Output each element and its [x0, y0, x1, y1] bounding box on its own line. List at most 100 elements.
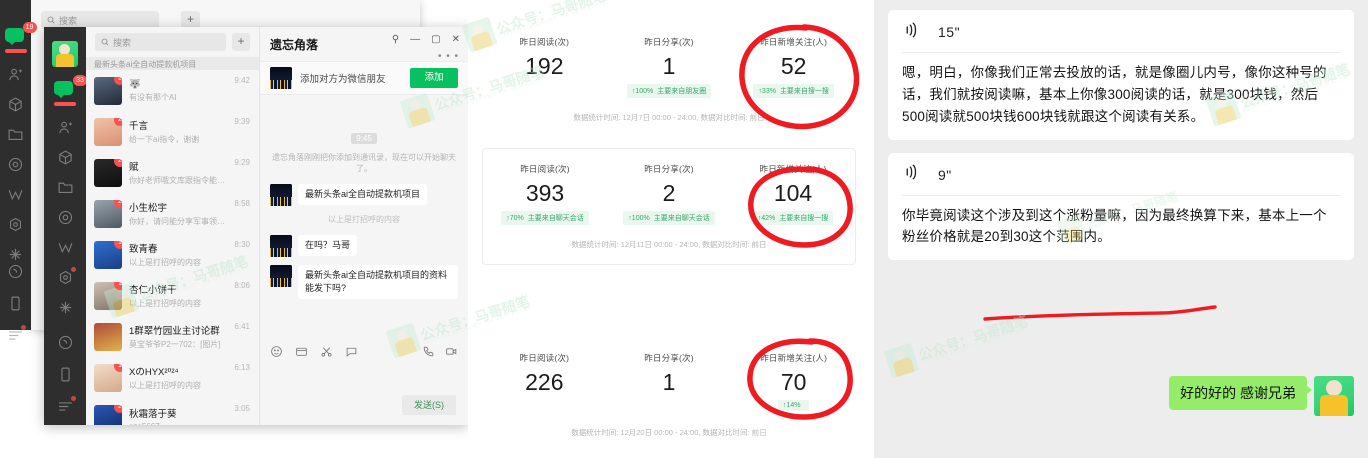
sidebar-item-phone[interactable] [57, 366, 74, 383]
sender-avatar[interactable] [270, 235, 292, 257]
voice-message-card[interactable]: 15" 嗯，明白，你像我们正常去投放的话，就是像圈儿内号，像你这种号的话，我们就… [888, 10, 1354, 140]
outgoing-message-bubble: 好的好的 感谢兄弟 [1169, 376, 1312, 410]
sparkle-icon[interactable] [7, 246, 24, 263]
chat-rows[interactable]: 最新头条ai全自动提款机项目 2 🐺 有没有那个AI 9:42 2 千言 给一下ai指令，谢谢… [86, 57, 259, 425]
stat-label: 昨日分享(次) [644, 37, 694, 47]
mini-programs-icon[interactable] [7, 216, 24, 233]
conversation-more-icon[interactable]: • • • [437, 51, 459, 62]
minimize-icon[interactable]: — [410, 34, 421, 45]
files-icon[interactable] [7, 126, 24, 143]
sidebar-item-more[interactable] [57, 396, 76, 415]
composer-toolbar[interactable] [260, 339, 468, 363]
stat-metric: 昨日分享(次) 1 ↑100% 主要来自朋友圈 [607, 36, 732, 99]
chat-list-item-text: 千言 给一下ai指令，谢谢 [129, 118, 227, 145]
background-nav-rail[interactable]: 19 [0, 0, 37, 340]
search-placeholder: 搜索 [113, 37, 132, 48]
stat-metric: 昨日新增关注(人) 104 ↑42% 主要来自搜一搜 [731, 163, 855, 226]
add-friend-button[interactable]: 添加 [410, 68, 458, 88]
speaker-icon[interactable] [902, 21, 920, 44]
avatar[interactable]: 2 [94, 199, 122, 228]
chat-list-item[interactable]: 2 赋你好老师哦文库跟指令能给… 9:29 [86, 152, 259, 193]
avatar[interactable]: 1 [94, 363, 122, 392]
chat-list-item-preview: aze5667 [129, 422, 227, 425]
stat-value: 192 [525, 53, 564, 79]
chat-list-item[interactable]: 2 秋霜落于葵 aze5667 3:05 [86, 398, 259, 425]
chats-icon[interactable]: 19 [4, 22, 37, 53]
screenshot-scissors-icon[interactable] [320, 345, 333, 358]
channels-icon[interactable] [7, 186, 24, 203]
wechat-main-window[interactable]: 33 [44, 27, 468, 425]
chat-history-icon[interactable] [345, 345, 358, 358]
chat-list-item[interactable]: 2 🐺 有没有那个AI 9:42 [86, 70, 259, 111]
more-menu-icon[interactable] [7, 325, 26, 344]
search-input[interactable]: 搜索 [95, 33, 226, 51]
sender-avatar[interactable] [270, 184, 292, 206]
chat-list-item[interactable]: 1 XのHYX²⁰²⁴ 以上是打招呼的内容 6:13 [86, 357, 259, 398]
sidebar-item-files[interactable] [57, 179, 74, 196]
pin-icon[interactable]: ⚲ [391, 34, 400, 45]
conversation-header: 遗忘角落 ⚲ — ▢ ✕ • • • [260, 27, 468, 63]
favorites-box-icon[interactable] [7, 96, 24, 113]
add-button[interactable]: + [232, 33, 250, 51]
avatar[interactable]: 1 [94, 281, 122, 310]
chat-list-item[interactable]: 1群翠竹园业主讨论群 莫宝爷爷P2一702：[图片] 6:41 [86, 316, 259, 357]
speaker-icon[interactable] [902, 163, 920, 186]
avatar[interactable]: 2 [94, 158, 122, 187]
emoji-icon[interactable] [270, 345, 283, 358]
background-add-button[interactable]: + [181, 11, 200, 29]
avatar[interactable]: 2 [94, 117, 122, 146]
voice-message-card[interactable]: 9" 你毕竟阅读这个涉及到这个涨粉量嘛，因为最终换算下来，基本上一个粉丝价格就是… [888, 152, 1354, 261]
close-icon[interactable]: ✕ [451, 34, 460, 45]
sidebar-item-mini-programs[interactable] [57, 267, 76, 286]
chat-list-item-name: 1群翠竹园业主讨论群 [129, 326, 220, 337]
chat-list-pane: 搜索 + 最新头条ai全自动提款机项目 2 🐺 有没有那个AI 9:42 2 千言 给一下ai… [86, 27, 260, 425]
avatar[interactable] [1314, 376, 1354, 416]
chat-list-item[interactable]: 2 小生松宇 你好，请问能分享军事领域… 8:58 [86, 193, 259, 234]
voice-call-icon[interactable] [422, 345, 435, 358]
chat-list-item[interactable]: 2 千言 给一下ai指令，谢谢 9:39 [86, 111, 259, 152]
collections-icon[interactable] [7, 263, 24, 280]
background-search-input[interactable]: 搜索 [41, 11, 159, 29]
message-bubble: 最新头条ai全自动提款机项目的资料能发下吗? [298, 265, 458, 300]
nav-rail[interactable]: 33 [44, 27, 87, 425]
sidebar-item-favorites[interactable] [57, 149, 74, 166]
stat-trend-tag: ↑33% 主要来自搜一搜 [753, 84, 834, 99]
stat-label: 昨日分享(次) [644, 353, 694, 363]
stat-trend-source: 主要来自朋友圈 [657, 88, 707, 96]
sender-avatar[interactable] [270, 265, 292, 287]
avatar[interactable]: 2 [94, 404, 122, 425]
message-timestamp: 9:45 [351, 133, 377, 144]
contacts-icon[interactable] [7, 66, 24, 83]
stat-label: 昨日新增关注(人) [760, 37, 828, 47]
message-list: 9:45 遗忘角落刚刚把你添加到通讯录，现在可以开始聊天了。 最新头条ai全自动… [260, 133, 468, 329]
file-icon[interactable] [295, 345, 308, 358]
user-avatar[interactable] [52, 41, 78, 67]
sidebar-item-chats[interactable]: 33 [54, 75, 87, 106]
unread-badge: 1 [114, 363, 122, 372]
maximize-icon[interactable]: ▢ [431, 34, 441, 45]
chat-list-item-name: 赋 [129, 162, 139, 173]
phone-icon[interactable] [7, 295, 24, 312]
sidebar-item-sparkle[interactable] [57, 299, 74, 316]
sidebar-item-channels[interactable] [57, 239, 74, 256]
send-button[interactable]: 发送(S) [402, 395, 456, 415]
search-icon [47, 16, 55, 24]
stats-card: 昨日阅读(次) 393 ↑70% 主要来自聊天会话 昨日分享(次) 2 ↑100% 主要来自聊… [482, 148, 856, 266]
avatar[interactable] [94, 322, 122, 351]
sidebar-item-collections[interactable] [57, 334, 74, 351]
sidebar-item-moments[interactable] [57, 209, 74, 226]
avatar[interactable]: 2 [94, 76, 122, 105]
chat-list-item[interactable]: 1 杏仁小饼干 以上是打招呼的内容 8:06 [86, 275, 259, 316]
sidebar-item-contacts[interactable] [57, 119, 74, 136]
stats-columns: 昨日阅读(次) 393 ↑70% 主要来自聊天会话 昨日分享(次) 2 ↑100% 主要来自聊… [483, 163, 855, 226]
mini-programs-dot [70, 267, 76, 272]
window-controls[interactable]: ⚲ — ▢ ✕ [392, 35, 460, 45]
video-call-icon[interactable] [445, 345, 458, 358]
avatar[interactable]: 1 [94, 240, 122, 269]
moments-icon[interactable] [7, 156, 24, 173]
chat-list-item[interactable]: 最新头条ai全自动提款机项目 [86, 57, 259, 70]
stat-metric: 昨日阅读(次) 192 [482, 36, 607, 98]
stat-trend-percent: ↑70% [506, 215, 524, 223]
chat-list-item[interactable]: 1 致青春 以上是打招呼的内容 8:30 [86, 234, 259, 275]
